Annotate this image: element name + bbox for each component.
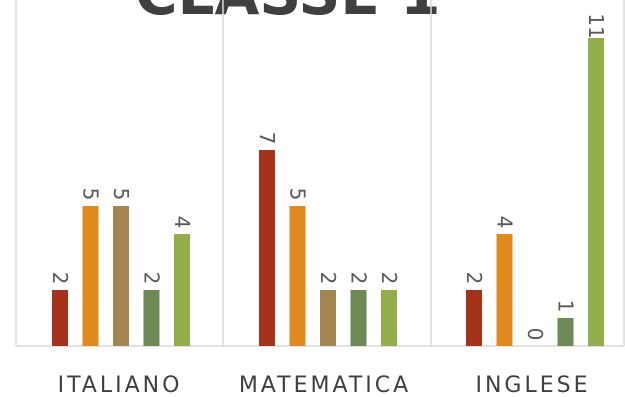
bar: [320, 290, 336, 346]
bar: [259, 150, 275, 346]
data-label: 2: [316, 272, 340, 285]
data-label: 5: [286, 188, 310, 201]
data-label: 7: [255, 132, 279, 145]
data-label: 0: [523, 328, 547, 341]
bar: [381, 290, 397, 346]
bar: [350, 290, 367, 346]
data-label: 2: [377, 272, 401, 285]
data-label: 5: [79, 188, 103, 201]
category-label: INGLESE: [475, 373, 590, 397]
data-label: 2: [140, 272, 164, 285]
bar: [52, 290, 68, 346]
bar: [289, 206, 306, 346]
category-labels-group: ITALIANO MATEMATICA INGLESE: [58, 373, 590, 397]
data-label: 2: [347, 272, 371, 285]
data-label: 11: [584, 13, 608, 38]
data-label: 2: [48, 272, 72, 285]
bar: [557, 318, 574, 346]
data-label: 5: [109, 188, 133, 201]
bar: [466, 290, 482, 346]
chart-title: CLASSE 1^: [135, 0, 489, 28]
bar: [496, 234, 513, 346]
bar: [174, 234, 190, 346]
bar: [588, 38, 604, 346]
data-label: 2: [462, 272, 486, 285]
bars-group: [52, 38, 604, 346]
data-label: 4: [170, 216, 194, 229]
data-label: 1: [554, 300, 578, 313]
bar: [82, 206, 99, 346]
category-label: ITALIANO: [58, 373, 183, 397]
data-label: 4: [493, 216, 517, 229]
bar: [113, 206, 129, 346]
bar: [143, 290, 160, 346]
category-separators: [15, 0, 625, 346]
category-label: MATEMATICA: [239, 373, 411, 397]
